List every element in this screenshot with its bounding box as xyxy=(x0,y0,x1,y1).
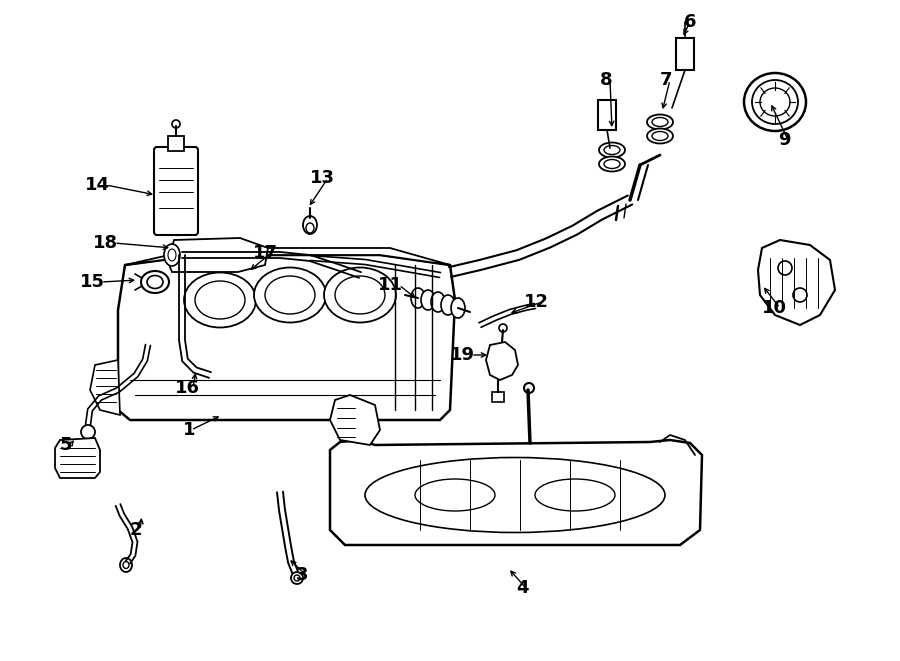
Text: 16: 16 xyxy=(175,379,200,397)
Ellipse shape xyxy=(760,88,790,116)
Bar xyxy=(676,38,694,70)
Ellipse shape xyxy=(793,288,807,302)
Ellipse shape xyxy=(647,114,673,130)
Bar xyxy=(492,392,504,402)
Text: 10: 10 xyxy=(762,299,787,317)
FancyBboxPatch shape xyxy=(154,147,198,235)
Polygon shape xyxy=(90,360,120,415)
Text: 3: 3 xyxy=(296,566,309,584)
Ellipse shape xyxy=(421,290,435,310)
Text: 18: 18 xyxy=(93,234,118,252)
Polygon shape xyxy=(118,255,455,420)
Polygon shape xyxy=(330,440,702,545)
Text: 2: 2 xyxy=(130,521,142,539)
Ellipse shape xyxy=(164,244,180,266)
Text: 17: 17 xyxy=(253,244,278,262)
Polygon shape xyxy=(758,240,835,325)
Ellipse shape xyxy=(123,561,129,568)
Text: 1: 1 xyxy=(183,421,195,439)
Ellipse shape xyxy=(324,268,396,323)
Polygon shape xyxy=(55,438,100,478)
Ellipse shape xyxy=(652,118,668,126)
Ellipse shape xyxy=(254,268,326,323)
Ellipse shape xyxy=(306,223,314,233)
Text: 4: 4 xyxy=(516,579,528,597)
Text: 13: 13 xyxy=(310,169,335,187)
Ellipse shape xyxy=(778,261,792,275)
Ellipse shape xyxy=(411,288,425,308)
Ellipse shape xyxy=(303,216,317,234)
Ellipse shape xyxy=(172,120,180,128)
Polygon shape xyxy=(125,248,450,265)
Ellipse shape xyxy=(441,295,455,315)
Text: 14: 14 xyxy=(85,176,110,194)
Text: 5: 5 xyxy=(60,436,73,454)
Polygon shape xyxy=(168,238,268,272)
Ellipse shape xyxy=(195,281,245,319)
Ellipse shape xyxy=(744,73,806,131)
Text: 19: 19 xyxy=(450,346,475,364)
Text: 6: 6 xyxy=(684,13,697,31)
Ellipse shape xyxy=(291,572,303,584)
Text: 8: 8 xyxy=(600,71,613,89)
Ellipse shape xyxy=(524,383,534,393)
Ellipse shape xyxy=(265,276,315,314)
Text: 11: 11 xyxy=(378,276,403,294)
Ellipse shape xyxy=(335,276,385,314)
Ellipse shape xyxy=(431,292,445,312)
Ellipse shape xyxy=(120,558,132,572)
Ellipse shape xyxy=(184,272,256,327)
Text: 15: 15 xyxy=(80,273,105,291)
Bar xyxy=(168,136,184,151)
Text: 9: 9 xyxy=(778,131,790,149)
Ellipse shape xyxy=(599,143,625,157)
Ellipse shape xyxy=(604,145,620,155)
Ellipse shape xyxy=(365,457,665,533)
Ellipse shape xyxy=(752,80,798,124)
Ellipse shape xyxy=(599,157,625,171)
Polygon shape xyxy=(486,342,518,380)
Text: 7: 7 xyxy=(660,71,672,89)
Polygon shape xyxy=(330,395,380,445)
Ellipse shape xyxy=(415,479,495,511)
Ellipse shape xyxy=(294,575,300,581)
Ellipse shape xyxy=(168,249,176,261)
Ellipse shape xyxy=(535,479,615,511)
Text: 12: 12 xyxy=(524,293,549,311)
Ellipse shape xyxy=(499,324,507,332)
Ellipse shape xyxy=(81,425,95,439)
Ellipse shape xyxy=(147,276,163,288)
Ellipse shape xyxy=(604,159,620,169)
Ellipse shape xyxy=(647,128,673,143)
Ellipse shape xyxy=(141,271,169,293)
Ellipse shape xyxy=(652,132,668,141)
Ellipse shape xyxy=(451,298,465,318)
Bar xyxy=(598,100,616,130)
